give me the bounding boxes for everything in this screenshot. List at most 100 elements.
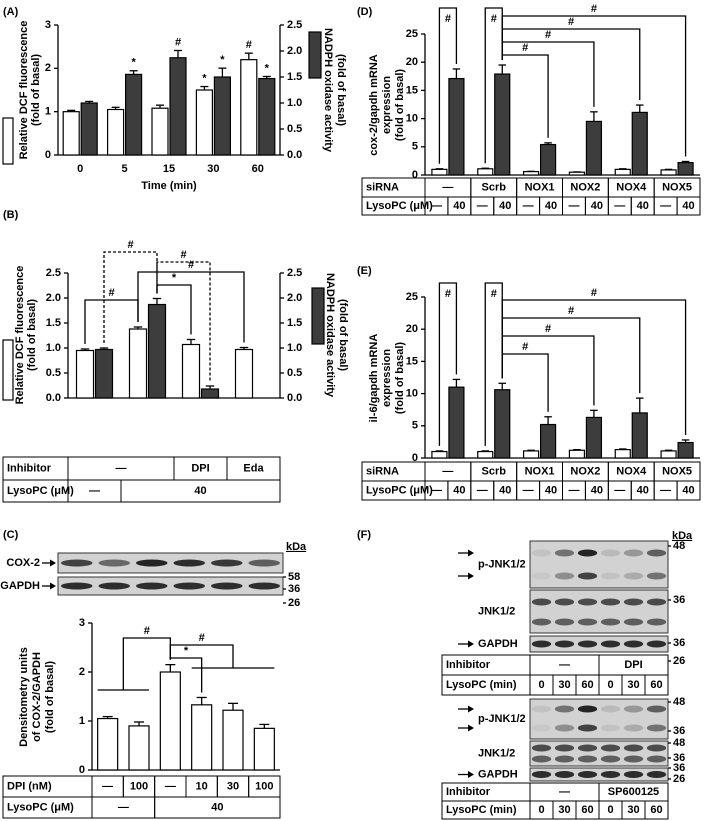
blot-label: COX-2 [6, 557, 40, 569]
cell-text: NOX5 [662, 181, 692, 193]
sig-label: # [591, 287, 597, 299]
blot-band [61, 582, 93, 590]
axis-title: expression [381, 76, 393, 134]
sig-label: * [172, 272, 177, 284]
table-cell [154, 796, 281, 819]
bar [614, 449, 631, 459]
x-tick-label: 60 [252, 163, 264, 175]
axis-title: NADPH oxidase activity [324, 273, 336, 398]
blot-band [248, 559, 280, 567]
blot-label: GAPDH [478, 638, 518, 650]
blot-band [600, 640, 621, 648]
sig-label: # [522, 341, 528, 353]
axis-title: il-6/gapdh mRNA [368, 334, 380, 423]
blot-band [623, 755, 644, 763]
blot-label: p-JNK1/2 [478, 558, 526, 570]
cell-text: 30 [558, 679, 570, 691]
blot-band [623, 705, 644, 713]
bar [181, 343, 201, 399]
bar [585, 416, 603, 459]
sig-label: # [127, 239, 133, 251]
y2-tick-label: 2.0 [287, 292, 302, 304]
blot-band [554, 705, 575, 713]
axis-title: (fold of basal) [30, 54, 42, 126]
bar [200, 388, 220, 399]
row-label: siRNA [366, 181, 399, 193]
blot-band [600, 771, 621, 778]
blot-band [136, 559, 168, 567]
sig-label: * [202, 72, 207, 84]
bracket [501, 54, 549, 138]
bar [191, 704, 213, 771]
cell-text: 60 [650, 679, 662, 691]
cell-text: NOX1 [525, 465, 555, 477]
y-tick-label: 1 [45, 106, 51, 118]
bracket [103, 251, 158, 343]
marker-label: 58 [288, 571, 300, 583]
blot-strip [529, 589, 669, 634]
cell-text: 40 [545, 484, 557, 496]
blot-band [531, 771, 552, 778]
axis-title: Densitometry units [18, 647, 30, 747]
arrow-head [50, 559, 56, 567]
cell-text: SP600125 [608, 786, 659, 798]
blot-band [531, 640, 552, 648]
bar [585, 120, 603, 176]
legend-swatch [311, 287, 325, 345]
row-label: LysoPC (μM) [7, 485, 74, 497]
x-tick-label: 15 [163, 163, 175, 175]
arrow-head [468, 771, 474, 778]
marker-label: 48 [673, 540, 685, 552]
blot-band [646, 755, 667, 763]
cell-text: — [568, 484, 579, 496]
cell-text: — [660, 484, 671, 496]
cell-text: NOX4 [616, 465, 647, 477]
y-tick-label: 25 [406, 28, 418, 40]
cell-text: — [614, 484, 625, 496]
blot-band [623, 771, 644, 778]
sig-label: * [131, 57, 136, 69]
cell-text: — [118, 801, 129, 813]
blot-band [623, 744, 644, 752]
bracket [501, 41, 595, 107]
blot-band [554, 724, 575, 732]
sig-label: # [188, 259, 194, 271]
cell-text: NOX4 [616, 181, 647, 193]
bar [631, 412, 648, 459]
blot-band [554, 755, 575, 763]
bar [213, 76, 231, 156]
cell-text: — [89, 485, 100, 497]
cell-text: 0 [538, 679, 544, 691]
sig-label: # [199, 632, 205, 644]
cell-text: — [431, 200, 442, 212]
blot-band [531, 618, 552, 626]
marker-label: 36 [288, 583, 300, 595]
bracket [156, 261, 211, 381]
y-tick-label: 0.0 [46, 392, 61, 404]
axis-title: Relative DCF fluorescence [14, 266, 26, 405]
panel-label: (A) [3, 6, 19, 18]
sig-label: # [545, 29, 551, 41]
bar [97, 717, 119, 771]
bar [448, 386, 465, 459]
cell-text: — [523, 484, 534, 496]
x-axis-title: Time (min) [141, 180, 197, 192]
arrow-head [50, 582, 56, 590]
blot-band [577, 744, 598, 752]
blot-strip [57, 576, 284, 596]
bar [128, 328, 148, 399]
y-tick-label: 10 [406, 113, 418, 125]
blot-band [531, 549, 552, 557]
cell-text: — [523, 200, 534, 212]
bar [258, 77, 276, 156]
y-tick-label: 20 [406, 323, 418, 335]
blot-band [554, 618, 575, 626]
y2-tick-label: 1.5 [287, 317, 302, 329]
y-tick-label: 5 [412, 141, 418, 153]
axis-title: (fold of basal) [44, 661, 56, 733]
blot-band [577, 705, 598, 713]
bar [240, 59, 258, 156]
cell-text: Eda [243, 462, 264, 474]
cell-text: 40 [499, 200, 511, 212]
